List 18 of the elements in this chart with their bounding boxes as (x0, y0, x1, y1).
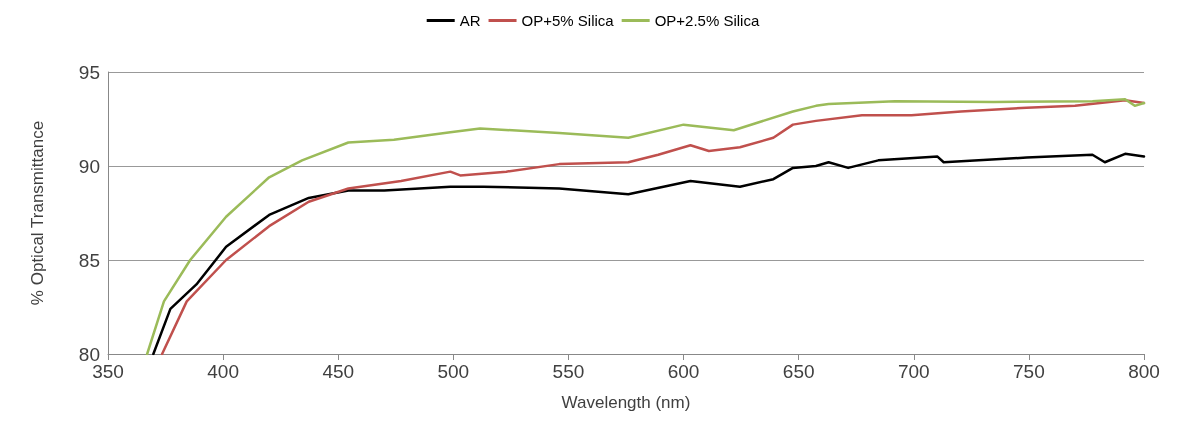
x-tick-label: 450 (322, 361, 355, 382)
legend-label: OP+5% Silica (521, 12, 615, 29)
line-series (152, 152, 1146, 356)
y-axis-title: % Optical Transmittance (28, 120, 47, 306)
y-tick-label: 85 (78, 249, 100, 271)
x-tick-label: 800 (1128, 361, 1160, 382)
x-axis-title: Wavelength (nm) (561, 393, 691, 412)
x-tick-label: 400 (207, 361, 239, 382)
y-tick-label: 95 (78, 61, 100, 83)
x-tick-label: 750 (1013, 361, 1045, 382)
legend-label: AR (459, 12, 481, 29)
x-tick-label: 650 (782, 361, 815, 382)
x-tick-label: 700 (897, 361, 930, 382)
x-tick-label: 550 (552, 361, 585, 382)
legend-label: OP+2.5% Silica (654, 12, 760, 29)
y-tick-label: 90 (78, 155, 100, 177)
x-tick-label: 600 (667, 361, 700, 382)
x-tick-label: 500 (437, 361, 470, 382)
